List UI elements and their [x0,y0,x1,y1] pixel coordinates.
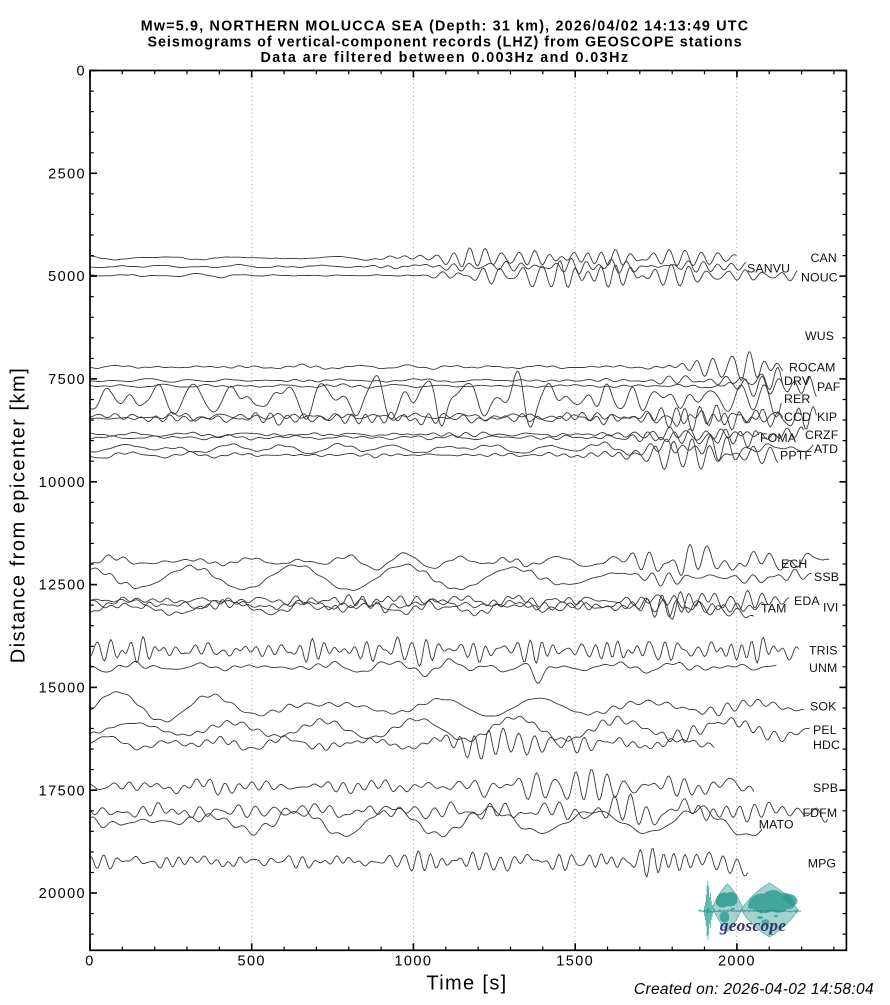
svg-text:TAM: TAM [761,602,787,616]
svg-text:geoscope: geoscope [719,916,786,935]
svg-text:0: 0 [77,64,86,80]
svg-text:MATO: MATO [759,818,794,832]
svg-text:1500: 1500 [556,954,594,970]
svg-text:ROCAM: ROCAM [789,361,836,375]
svg-text:RER: RER [784,392,810,406]
svg-text:Seismograms of vertical-compon: Seismograms of vertical-component record… [147,34,742,50]
svg-text:KIP: KIP [817,410,837,424]
svg-text:1000: 1000 [394,954,432,970]
svg-text:Data are filtered between 0.00: Data are filtered between 0.003Hz and 0.… [261,50,630,66]
svg-text:ECH: ECH [781,557,807,571]
svg-text:PEL: PEL [813,723,837,737]
svg-text:15000: 15000 [39,681,86,697]
svg-text:0: 0 [85,954,94,970]
svg-text:TRIS: TRIS [809,644,838,658]
svg-text:CRZF: CRZF [805,428,839,442]
svg-text:SOK: SOK [810,700,837,714]
svg-text:EDA: EDA [794,594,820,608]
svg-text:FDFM: FDFM [803,806,838,820]
svg-text:PAF: PAF [817,380,841,394]
svg-text:17500: 17500 [39,783,86,799]
svg-text:NOUC: NOUC [801,271,838,285]
svg-text:5000: 5000 [48,269,86,285]
svg-text:CAN: CAN [811,251,837,265]
svg-text:12500: 12500 [39,578,86,594]
svg-text:FOMA: FOMA [760,431,797,445]
svg-text:IVI: IVI [823,601,839,615]
svg-text:Time [s]: Time [s] [426,973,507,995]
svg-text:DRV: DRV [784,374,811,388]
svg-text:WUS: WUS [805,329,834,343]
svg-text:500: 500 [237,954,265,970]
svg-text:2000: 2000 [718,954,756,970]
svg-text:MPG: MPG [808,857,836,871]
svg-text:SANVU: SANVU [747,262,790,276]
svg-text:UNM: UNM [809,661,837,675]
svg-text:PPTF: PPTF [780,449,812,463]
svg-text:HDC: HDC [813,738,840,752]
svg-text:Created on: 2026-04-02 14:58:0: Created on: 2026-04-02 14:58:04 [634,981,874,998]
svg-text:ATD: ATD [814,442,838,456]
svg-text:Mw=5.9, NORTHERN MOLUCCA SEA (: Mw=5.9, NORTHERN MOLUCCA SEA (Depth: 31 … [141,19,749,35]
svg-text:10000: 10000 [39,475,86,491]
svg-text:SSB: SSB [814,570,839,584]
svg-text:Distance from epicenter [km]: Distance from epicenter [km] [8,367,30,664]
svg-text:CCD: CCD [784,410,811,424]
svg-text:20000: 20000 [39,886,86,902]
svg-text:SPB: SPB [813,781,838,795]
svg-text:7500: 7500 [48,372,86,388]
svg-text:2500: 2500 [48,166,86,182]
